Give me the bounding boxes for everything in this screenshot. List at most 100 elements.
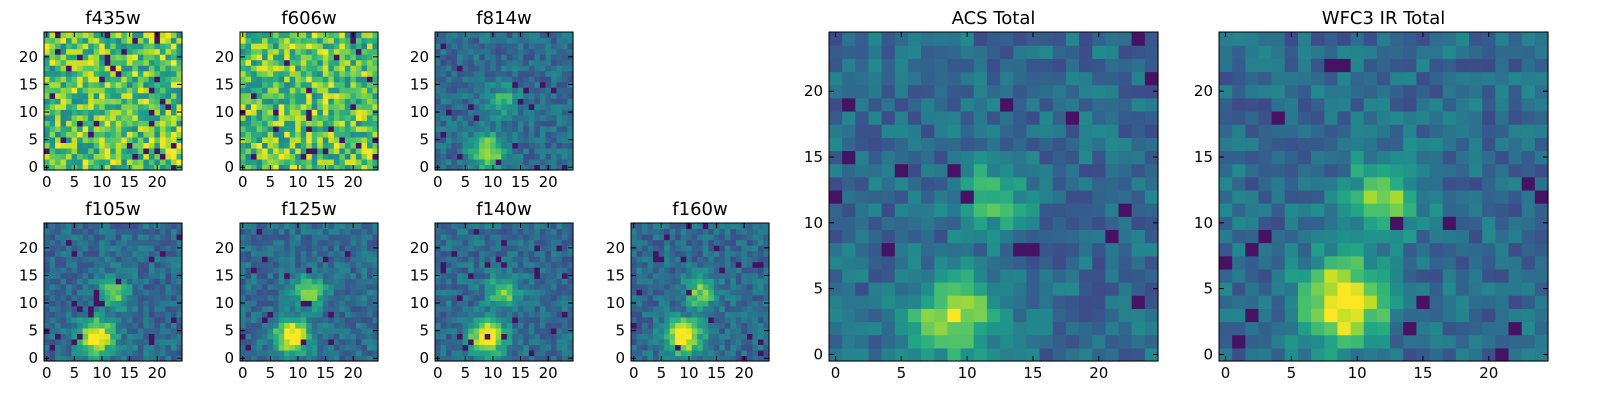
pixel — [306, 87, 313, 94]
pixel — [154, 158, 161, 166]
pixel — [440, 70, 447, 77]
pixel — [741, 283, 748, 290]
pixel — [435, 261, 442, 268]
pixel — [273, 65, 280, 72]
pixel — [176, 76, 183, 83]
pixel — [165, 234, 172, 241]
pixel — [366, 164, 374, 171]
pixel — [295, 272, 302, 279]
pixel — [462, 250, 469, 257]
pixel — [484, 267, 491, 274]
pixel — [328, 164, 335, 171]
pixel — [523, 289, 530, 296]
pixel — [104, 250, 111, 257]
pixel — [757, 333, 765, 340]
y-tick-label: 0 — [615, 349, 625, 367]
pixel — [539, 278, 546, 285]
pixel — [741, 344, 748, 351]
pixel — [473, 327, 480, 334]
pixel — [251, 305, 258, 312]
pixel — [256, 234, 263, 241]
pixel — [730, 272, 737, 279]
pixel — [104, 338, 111, 346]
pixel — [132, 289, 139, 296]
pixel — [154, 344, 161, 351]
pixel — [719, 300, 726, 307]
pixel — [71, 333, 78, 340]
pixel — [148, 278, 155, 285]
pixel — [333, 267, 340, 274]
pixel — [49, 272, 56, 279]
pixel — [88, 278, 95, 285]
pixel — [501, 223, 508, 230]
pixel — [446, 272, 453, 279]
pixel — [350, 239, 357, 246]
pixel — [664, 355, 671, 362]
pixel — [1092, 163, 1106, 178]
pixel — [256, 322, 263, 329]
pixel — [121, 355, 128, 362]
pixel — [545, 48, 552, 55]
pixel — [66, 272, 73, 279]
pixel — [148, 136, 155, 143]
pixel — [339, 59, 346, 66]
pixel — [104, 349, 111, 357]
pixel — [121, 228, 128, 235]
pixel — [306, 333, 313, 340]
pixel — [1131, 334, 1146, 349]
pixel — [653, 322, 660, 329]
pixel — [350, 65, 357, 72]
pixel — [126, 131, 133, 138]
pixel — [55, 305, 62, 312]
pixel — [653, 239, 660, 246]
pixel — [278, 239, 285, 246]
pixel — [262, 316, 269, 323]
pixel — [322, 327, 329, 334]
pixel — [691, 300, 698, 307]
pixel — [545, 349, 552, 357]
pixel — [829, 176, 843, 191]
pixel — [99, 114, 106, 121]
pixel — [484, 250, 491, 257]
pixel — [567, 228, 574, 235]
pixel — [907, 229, 922, 244]
pixel — [289, 228, 296, 235]
pixel — [642, 256, 649, 263]
pixel — [735, 311, 742, 318]
pixel — [446, 125, 453, 132]
pixel — [165, 164, 172, 171]
pixel — [446, 278, 453, 285]
pixel — [484, 70, 491, 77]
pixel — [708, 223, 715, 230]
pixel — [267, 59, 274, 66]
pixel — [1026, 347, 1041, 362]
pixel — [170, 349, 178, 357]
pixel — [1026, 255, 1041, 270]
panel-title: f814w — [476, 8, 531, 29]
pixel — [317, 59, 324, 66]
pixel — [960, 308, 975, 323]
pixel — [506, 349, 513, 357]
pixel — [473, 289, 480, 296]
pixel — [829, 242, 843, 257]
pixel — [170, 87, 178, 94]
pixel — [669, 289, 676, 296]
pixel — [306, 355, 313, 362]
pixel — [658, 333, 665, 340]
pixel — [735, 234, 742, 241]
pixel — [517, 76, 524, 83]
pixel — [550, 136, 558, 143]
pixel — [545, 239, 552, 246]
pixel — [267, 158, 274, 166]
pixel — [311, 278, 318, 285]
pixel — [495, 250, 502, 257]
pixel — [154, 311, 161, 318]
pixel — [306, 92, 313, 99]
pixel — [143, 294, 150, 301]
pixel — [468, 327, 475, 334]
pixel — [746, 272, 754, 279]
pixel — [148, 37, 155, 44]
pixel — [446, 228, 453, 235]
pixel — [523, 256, 530, 263]
pixel — [473, 223, 480, 230]
